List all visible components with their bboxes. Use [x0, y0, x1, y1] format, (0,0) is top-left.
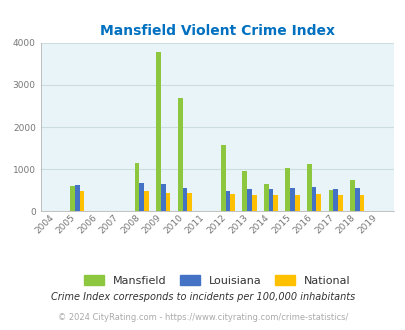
Bar — [134, 163, 139, 211]
Bar — [290, 188, 294, 211]
Bar — [311, 187, 316, 211]
Text: Crime Index corresponds to incidents per 100,000 inhabitants: Crime Index corresponds to incidents per… — [51, 292, 354, 302]
Bar — [187, 193, 192, 211]
Bar — [225, 191, 230, 211]
Bar — [273, 195, 277, 211]
Legend: Mansfield, Louisiana, National: Mansfield, Louisiana, National — [79, 271, 354, 290]
Bar — [359, 195, 363, 211]
Bar — [285, 168, 290, 211]
Bar — [75, 185, 79, 211]
Bar — [242, 171, 247, 211]
Bar — [354, 188, 359, 211]
Bar — [263, 184, 268, 211]
Bar — [139, 183, 144, 211]
Bar — [306, 164, 311, 211]
Bar — [316, 194, 320, 211]
Bar — [161, 184, 165, 211]
Bar — [70, 186, 75, 211]
Bar — [294, 195, 299, 211]
Bar — [247, 189, 251, 211]
Bar — [333, 189, 337, 211]
Bar — [268, 189, 273, 211]
Bar — [349, 180, 354, 211]
Bar — [144, 191, 149, 211]
Bar — [177, 98, 182, 211]
Text: © 2024 CityRating.com - https://www.cityrating.com/crime-statistics/: © 2024 CityRating.com - https://www.city… — [58, 313, 347, 322]
Bar — [79, 191, 84, 211]
Bar — [251, 195, 256, 211]
Bar — [182, 188, 187, 211]
Bar — [220, 145, 225, 211]
Bar — [156, 52, 161, 211]
Bar — [230, 194, 234, 211]
Bar — [328, 190, 333, 211]
Bar — [165, 193, 170, 211]
Title: Mansfield Violent Crime Index: Mansfield Violent Crime Index — [100, 23, 334, 38]
Bar — [337, 195, 342, 211]
